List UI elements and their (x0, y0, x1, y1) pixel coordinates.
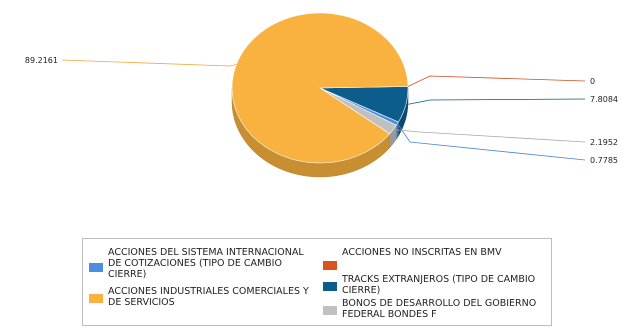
pie-top-layer (231, 12, 409, 164)
legend-label: ACCIONES DEL SISTEMA INTERNACIONAL DE CO… (108, 247, 304, 280)
leader-line-3 (393, 129, 586, 143)
data-label-0: 89.2161 (25, 56, 58, 65)
legend-swatch (323, 261, 337, 270)
legend-item-tracks-extranjeros: TRACKS EXTRANJEROS (TIPO DE CAMBIO CIERR… (323, 274, 548, 296)
data-label-3: 2.1952 (590, 138, 618, 147)
legend-label: BONOS DE DESARROLLO DEL GOBIERNO FEDERAL… (342, 298, 537, 320)
legend-item-sistema-internacional: ACCIONES DEL SISTEMA INTERNACIONAL DE CO… (89, 247, 314, 280)
legend-item-no-inscritas: ACCIONES NO INSCRITAS EN BMV (323, 247, 548, 270)
legend-swatch (89, 294, 103, 303)
data-label-4: 0.7785 (590, 156, 618, 165)
leader-line-1 (407, 75, 586, 87)
legend-label: TRACKS EXTRANJEROS (TIPO DE CAMBIO CIERR… (342, 274, 536, 296)
legend-label: ACCIONES INDUSTRIALES COMERCIALES Y DE S… (108, 286, 309, 308)
legend-item-bondes-f: BONOS DE DESARROLLO DEL GOBIERNO FEDERAL… (323, 298, 548, 320)
legend-label: ACCIONES NO INSCRITAS EN BMV (342, 247, 502, 258)
data-label-1: 0 (590, 77, 595, 86)
legend-swatch (89, 263, 103, 272)
legend-item-industriales: ACCIONES INDUSTRIALES COMERCIALES Y DE S… (89, 286, 314, 308)
leader-line-4 (397, 123, 586, 161)
pie-chart-canvas: 0 7.8084 0.7785 2.1952 89.2161 (25, 12, 618, 178)
leader-line-0 (61, 59, 237, 67)
chart-legend: ACCIONES DEL SISTEMA INTERNACIONAL DE CO… (82, 238, 552, 326)
pie-label-layer: 0 7.8084 0.7785 2.1952 89.2161 (25, 56, 618, 165)
data-label-2: 7.8084 (590, 95, 618, 104)
legend-swatch (323, 282, 337, 291)
leader-line-2 (405, 98, 586, 106)
legend-swatch (323, 306, 337, 315)
